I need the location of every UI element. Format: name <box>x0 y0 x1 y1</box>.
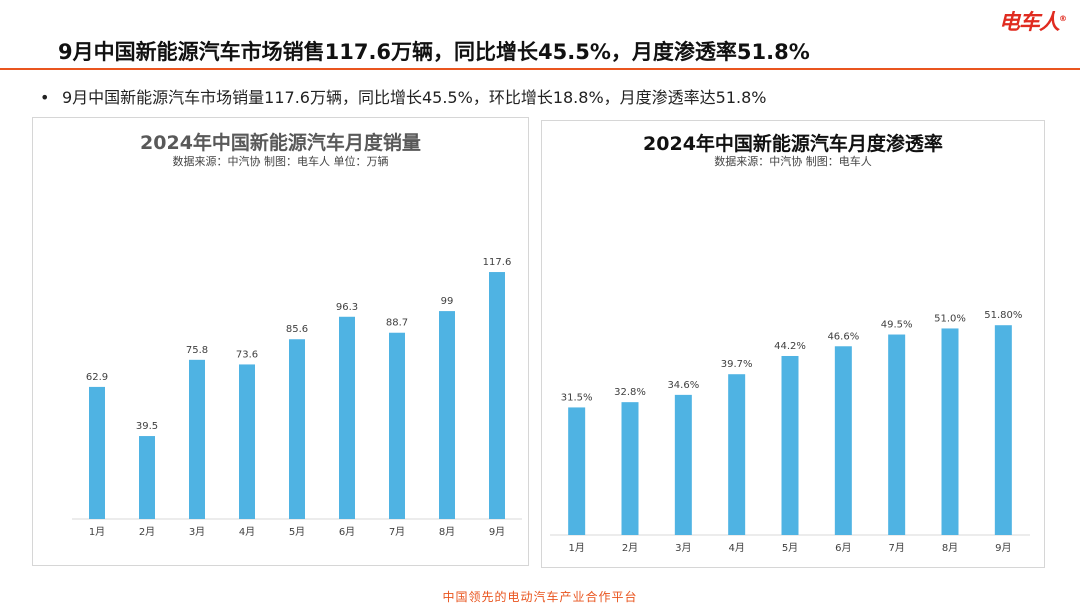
registered-mark: ® <box>1059 14 1067 23</box>
x-tick-label: 6月 <box>835 542 851 554</box>
data-label: 99 <box>441 296 454 307</box>
data-label: 75.8 <box>186 345 208 356</box>
data-label: 51.80% <box>984 310 1022 321</box>
bar <box>941 328 959 535</box>
x-tick-label: 8月 <box>439 526 455 538</box>
penetration-chart-title: 2024年中国新能源汽车月度渗透率 <box>643 133 943 155</box>
data-label: 73.6 <box>236 349 258 360</box>
x-tick-label: 2月 <box>139 526 155 538</box>
x-tick-label: 4月 <box>728 542 744 554</box>
x-tick-label: 9月 <box>489 526 505 538</box>
bar <box>994 325 1012 535</box>
data-label: 39.5 <box>136 421 158 432</box>
bullet-dot: • <box>40 88 50 107</box>
x-tick-label: 7月 <box>389 526 405 538</box>
brand-logo-text: 电车人 <box>999 10 1060 34</box>
summary-bullet: • 9月中国新能源汽车市场销量117.6万辆，同比增长45.5%，环比增长18.8… <box>40 84 766 108</box>
x-tick-label: 3月 <box>675 542 691 554</box>
penetration-bar-chart: 31.5% 1月 32.8% 2月 34.6% 3月 39.7% 4月 44.2% 5月 46.6%… <box>550 310 1030 554</box>
bar <box>621 402 639 535</box>
x-tick-label: 9月 <box>995 542 1011 554</box>
data-label: 32.8% <box>614 387 646 398</box>
sales-chart-title: 2024年中国新能源汽车月度销量 <box>140 132 421 154</box>
data-label: 46.6% <box>827 331 859 342</box>
penetration-chart-subtitle: 数据来源：中汽协 制图：电车人 <box>714 155 872 168</box>
footer-slogan: 中国领先的电动汽车产业合作平台 <box>442 590 638 604</box>
sales-chart-panel: 2024年中国新能源汽车月度销量 数据来源：中汽协 制图：电车人 单位：万辆 6… <box>32 117 529 566</box>
x-tick-label: 7月 <box>888 542 904 554</box>
x-tick-label: 1月 <box>568 542 584 554</box>
data-label: 34.6% <box>667 380 699 391</box>
brand-logo: 电车人® <box>999 6 1067 36</box>
bar <box>239 364 255 519</box>
penetration-chart-panel: 2024年中国新能源汽车月度渗透率 数据来源：中汽协 制图：电车人 31.5% 1… <box>541 120 1045 568</box>
data-label: 96.3 <box>336 302 358 313</box>
bar <box>728 374 746 535</box>
bar <box>439 311 455 519</box>
x-tick-label: 1月 <box>89 526 105 538</box>
sales-bar-chart: 62.9 1月 39.5 2月 75.8 3月 73.6 4月 85.6 5月 96.3 6月 88.7… <box>72 257 522 538</box>
x-tick-label: 5月 <box>289 526 305 538</box>
data-label: 88.7 <box>386 318 408 329</box>
x-tick-label: 5月 <box>782 542 798 554</box>
x-tick-label: 3月 <box>189 526 205 538</box>
bar <box>339 316 355 519</box>
data-label: 39.7% <box>721 359 753 370</box>
data-label: 51.0% <box>934 313 966 324</box>
data-label: 44.2% <box>774 341 806 352</box>
x-tick-label: 2月 <box>622 542 638 554</box>
bar <box>489 272 505 519</box>
bar <box>139 436 155 519</box>
data-label: 49.5% <box>881 320 913 331</box>
bar <box>888 334 906 535</box>
sales-chart-subtitle: 数据来源：中汽协 制图：电车人 单位：万辆 <box>172 155 389 168</box>
data-label: 62.9 <box>86 372 108 383</box>
bar <box>389 332 405 519</box>
summary-text: 9月中国新能源汽车市场销量117.6万辆，同比增长45.5%，环比增长18.8%… <box>62 88 767 107</box>
bar <box>189 359 205 519</box>
slide-title: 9月中国新能源汽车市场销售117.6万辆，同比增长45.5%，月度渗透率51.8… <box>58 40 810 64</box>
data-label: 31.5% <box>561 392 593 403</box>
x-tick-label: 6月 <box>339 526 355 538</box>
bar <box>674 394 692 535</box>
data-label: 117.6 <box>483 257 512 268</box>
x-tick-label: 4月 <box>239 526 255 538</box>
title-divider <box>0 68 1080 70</box>
bar <box>781 355 799 535</box>
x-tick-label: 8月 <box>942 542 958 554</box>
data-label: 85.6 <box>286 324 308 335</box>
bar <box>89 386 105 519</box>
bar <box>289 339 305 519</box>
bar <box>834 346 852 535</box>
bar <box>568 407 586 535</box>
